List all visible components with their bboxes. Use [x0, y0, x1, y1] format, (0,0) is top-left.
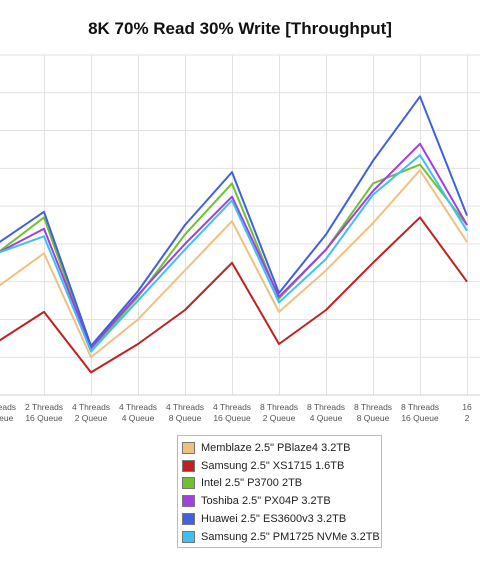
legend-label: Intel 2.5" P3700 2TB	[201, 477, 303, 490]
legend: Memblaze 2.5" PBlaze4 3.2TB Samsung 2.5" …	[177, 435, 382, 548]
legend-swatch	[182, 495, 195, 508]
x-tick-label-line: 2 Queue	[263, 413, 296, 423]
x-tick-label-line: 8 Threads	[307, 402, 345, 412]
legend-item: Samsung 2.5" XS1715 1.6TB	[182, 457, 381, 475]
series-line-6	[0, 154, 468, 353]
legend-label: Samsung 2.5" PM1725 NVMe 3.2TB	[201, 530, 380, 543]
x-tick-label: 8 Threads 16 Queue	[401, 402, 439, 423]
x-tick-label: 2 Threads 16 Queue	[25, 402, 63, 423]
legend-label: Huawei 2.5" ES3600v3 3.2TB	[201, 513, 347, 526]
x-tick-label-line: 4 Threads	[72, 402, 110, 412]
x-tick-label-line: 4 Threads	[213, 402, 251, 412]
x-tick-label: 4 Threads 8 Queue	[166, 402, 204, 423]
x-tick-label-line: 16 Queue	[401, 413, 439, 423]
x-tick-label-line: 2	[465, 413, 470, 423]
x-tick-label: 4 Threads 4 Queue	[119, 402, 157, 423]
x-tick-label-line: 8 Threads	[401, 402, 439, 412]
grid-layer	[0, 54, 480, 396]
x-tick-label: 16 2	[462, 402, 472, 423]
x-tick-label: 4 Threads 2 Queue	[72, 402, 110, 423]
series-line-3	[0, 163, 468, 351]
x-tick-label-line: 2 Threads	[25, 402, 63, 412]
legend-item: Toshiba 2.5" PX04P 3.2TB	[182, 492, 381, 510]
x-tick-label: 8 Threads 8 Queue	[354, 402, 392, 423]
x-tick-label-line: 4 Queue	[122, 413, 155, 423]
legend-item: Intel 2.5" P3700 2TB	[182, 475, 381, 493]
x-tick-label-line: 4 Queue	[310, 413, 343, 423]
legend-item: Huawei 2.5" ES3600v3 3.2TB	[182, 510, 381, 528]
series-line-2	[0, 216, 468, 374]
x-tick-label-line: 8 Queue	[169, 413, 202, 423]
x-tick-label-line: 16 Queue	[213, 413, 251, 423]
legend-label: Memblaze 2.5" PBlaze4 3.2TB	[201, 441, 351, 454]
x-tick-label-line: 8 Queue	[0, 413, 14, 423]
x-tick-label-line: 4 Threads	[166, 402, 204, 412]
x-tick-label-line: 2 Queue	[75, 413, 108, 423]
legend-label: Toshiba 2.5" PX04P 3.2TB	[201, 495, 331, 508]
legend-item: Memblaze 2.5" PBlaze4 3.2TB	[182, 439, 381, 457]
legend-swatch	[182, 477, 195, 490]
x-tick-label: 8 Threads 2 Queue	[260, 402, 298, 423]
legend-swatch	[182, 530, 195, 543]
chart-title: 8K 70% Read 30% Write [Throughput]	[88, 19, 392, 38]
legend-item: Samsung 2.5" PM1725 NVMe 3.2TB	[182, 528, 381, 546]
x-tick-label: 4 Threads 16 Queue	[213, 402, 251, 423]
x-tick-label-line: 16 Queue	[25, 413, 63, 423]
x-tick-label-line: 8 Queue	[357, 413, 390, 423]
x-tick-label: 8 Threads 4 Queue	[307, 402, 345, 423]
x-tick-label-line: 4 Threads	[119, 402, 157, 412]
series-line-1	[0, 169, 468, 359]
series-line-4	[0, 142, 468, 349]
legend-swatch	[182, 459, 195, 472]
series-layer	[0, 95, 468, 374]
x-tick-label-line: 8 Threads	[260, 402, 298, 412]
x-tick-label-line: 2 Threads	[0, 402, 16, 412]
legend-swatch	[182, 441, 195, 454]
x-tick-label-line: 8 Threads	[354, 402, 392, 412]
legend-swatch	[182, 513, 195, 526]
x-tick-label-line: 16	[462, 402, 472, 412]
legend-label: Samsung 2.5" XS1715 1.6TB	[201, 459, 345, 472]
series-line-5	[0, 95, 468, 347]
